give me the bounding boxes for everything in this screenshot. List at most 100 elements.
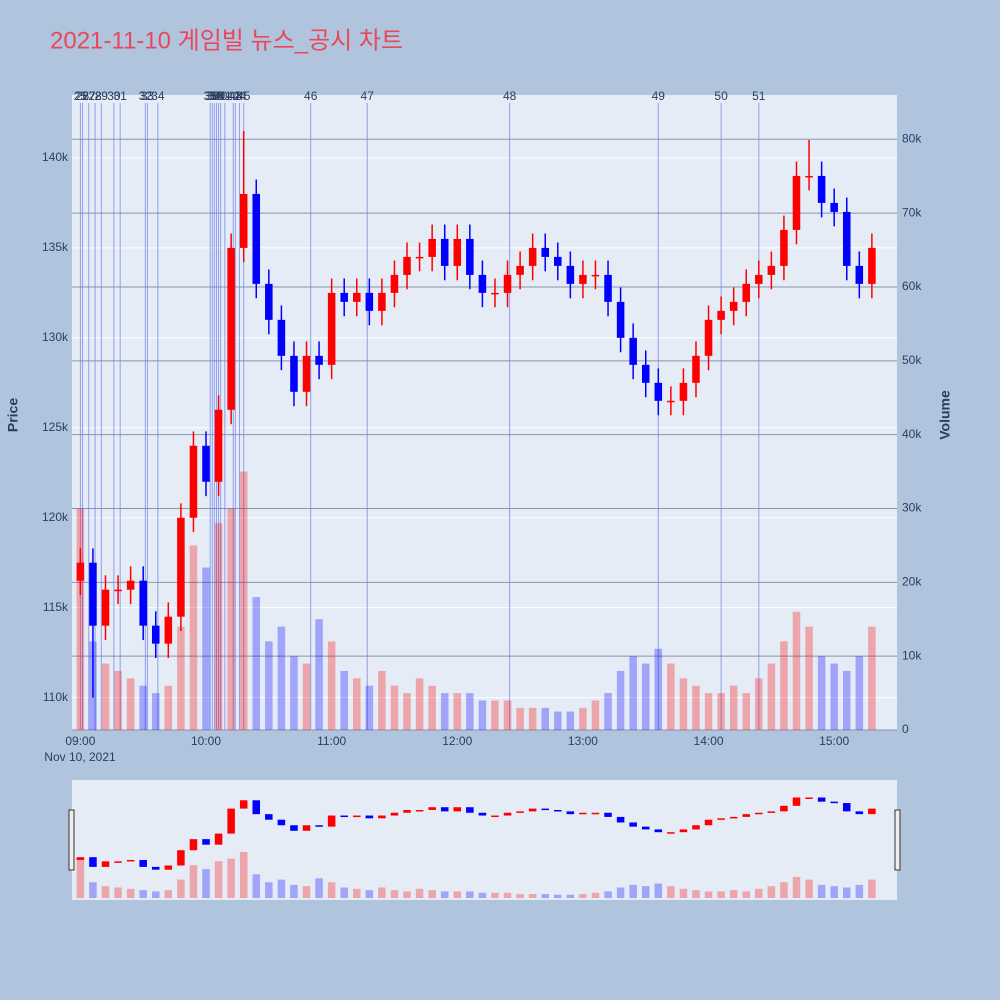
mini-candle-body bbox=[868, 808, 876, 815]
mini-candle-body bbox=[503, 812, 512, 816]
candle-body bbox=[792, 175, 801, 230]
mini-volume-bar bbox=[277, 879, 286, 898]
x-tick-label: 15:00 bbox=[819, 734, 849, 748]
volume-bar bbox=[729, 685, 738, 730]
volume-bar bbox=[239, 471, 248, 730]
candle-body bbox=[378, 292, 386, 311]
x-tick-label: 14:00 bbox=[694, 734, 724, 748]
y2-tick-label: 10k bbox=[902, 648, 922, 662]
volume-bar bbox=[277, 626, 286, 730]
mini-candle-body bbox=[717, 818, 725, 820]
mini-volume-bar bbox=[189, 865, 198, 898]
mini-candle-body bbox=[214, 833, 223, 845]
volume-bar bbox=[654, 648, 663, 730]
range-handle-right[interactable] bbox=[894, 809, 901, 871]
mini-candle-body bbox=[365, 815, 374, 819]
mini-volume-bar bbox=[428, 890, 436, 898]
candle-body bbox=[516, 265, 524, 275]
event-label: 34 bbox=[151, 89, 165, 103]
mini-candle-body bbox=[126, 859, 135, 862]
mini-candle-body bbox=[151, 866, 160, 870]
candle-body bbox=[604, 274, 612, 302]
volume-bar bbox=[868, 626, 876, 730]
mini-volume-bar bbox=[126, 888, 135, 898]
mini-volume-bar bbox=[579, 894, 587, 898]
mini-candle-body bbox=[755, 812, 763, 815]
candle-body bbox=[704, 319, 713, 356]
volume-bar bbox=[541, 707, 549, 730]
candle-body bbox=[76, 562, 85, 581]
mini-volume-bar bbox=[202, 869, 210, 898]
mini-candle-body bbox=[315, 825, 323, 827]
mini-volume-bar bbox=[629, 884, 637, 898]
volume-bar bbox=[842, 670, 851, 730]
mini-candle-body bbox=[855, 811, 864, 815]
y2-tick-label: 60k bbox=[902, 279, 922, 293]
mini-candle-body bbox=[491, 815, 499, 818]
volume-bar bbox=[629, 656, 637, 730]
volume-bar bbox=[252, 597, 261, 730]
event-label: 27 bbox=[82, 89, 96, 103]
candle-body bbox=[528, 247, 537, 266]
volume-bar bbox=[151, 693, 160, 730]
y-tick-label: 125k bbox=[42, 420, 69, 434]
mini-candle-body bbox=[290, 825, 298, 831]
mini-candle-body bbox=[164, 865, 173, 870]
mini-candle-body bbox=[378, 815, 386, 819]
candle-body bbox=[227, 247, 235, 410]
mini-candle-body bbox=[541, 808, 549, 811]
mini-volume-bar bbox=[541, 894, 549, 898]
candle-body bbox=[767, 265, 776, 275]
mini-volume-bar bbox=[805, 879, 813, 898]
candle-body bbox=[541, 247, 549, 257]
mini-candle-body bbox=[566, 811, 575, 815]
mini-volume-bar bbox=[353, 888, 361, 898]
volume-bar bbox=[679, 678, 688, 730]
candle-body bbox=[842, 211, 851, 266]
volume-bar bbox=[516, 707, 524, 730]
candle-body bbox=[616, 301, 625, 338]
candle-body bbox=[415, 256, 424, 259]
mini-candle-body bbox=[604, 812, 612, 817]
candle-body bbox=[390, 274, 399, 293]
volume-bar bbox=[528, 707, 537, 730]
candle-body bbox=[805, 175, 813, 178]
volume-bar bbox=[830, 663, 838, 730]
volume-bar bbox=[692, 685, 700, 730]
volume-bar bbox=[415, 678, 424, 730]
event-label: 36 bbox=[206, 89, 220, 103]
volume-bar bbox=[390, 685, 399, 730]
candle-body bbox=[780, 229, 788, 266]
y-tick-label: 140k bbox=[42, 150, 69, 164]
volume-bar bbox=[440, 693, 449, 730]
mini-volume-bar bbox=[302, 886, 311, 898]
volume-bar bbox=[214, 523, 223, 730]
volume-bar bbox=[189, 545, 198, 730]
mini-candle-body bbox=[139, 859, 147, 867]
volume-bar bbox=[579, 707, 587, 730]
mini-candle-body bbox=[692, 825, 700, 830]
y-tick-label: 130k bbox=[42, 330, 69, 344]
range-handle-left[interactable] bbox=[68, 809, 75, 871]
chart-title: 2021-11-10 게임빌 뉴스_공시 차트 bbox=[50, 27, 403, 54]
volume-bar bbox=[101, 663, 110, 730]
candle-body bbox=[353, 292, 361, 302]
event-label: 39 bbox=[212, 89, 226, 103]
volume-bar bbox=[554, 711, 562, 730]
mini-volume-bar bbox=[177, 879, 185, 898]
mini-candle-body bbox=[466, 807, 474, 813]
candle-body bbox=[89, 562, 97, 626]
y2-axis-title: Volume bbox=[937, 390, 953, 440]
y2-tick-label: 30k bbox=[902, 501, 922, 515]
event-label: 50 bbox=[714, 89, 728, 103]
y2-tick-label: 80k bbox=[902, 131, 922, 145]
candle-body bbox=[265, 283, 273, 320]
mini-volume-bar bbox=[566, 894, 575, 898]
volume-bar bbox=[604, 693, 612, 730]
mini-volume-bar bbox=[466, 891, 474, 898]
volume-bar bbox=[302, 663, 311, 730]
volume-bar bbox=[315, 619, 323, 730]
mini-candle-body bbox=[742, 814, 751, 817]
candle-body bbox=[164, 616, 173, 644]
mini-volume-bar bbox=[830, 886, 838, 898]
